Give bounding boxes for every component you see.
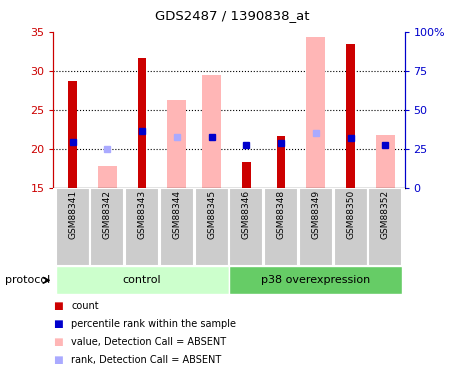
Bar bbox=[346, 44, 355, 188]
Bar bbox=[376, 135, 395, 188]
Text: ■: ■ bbox=[53, 319, 63, 328]
FancyBboxPatch shape bbox=[229, 188, 264, 266]
FancyBboxPatch shape bbox=[53, 188, 405, 266]
Text: GSM88343: GSM88343 bbox=[138, 190, 146, 239]
FancyBboxPatch shape bbox=[125, 188, 159, 266]
Text: rank, Detection Call = ABSENT: rank, Detection Call = ABSENT bbox=[71, 355, 221, 364]
Bar bbox=[202, 75, 221, 188]
Text: protocol: protocol bbox=[5, 275, 50, 285]
FancyBboxPatch shape bbox=[299, 188, 333, 266]
FancyBboxPatch shape bbox=[368, 188, 403, 266]
Text: GSM88350: GSM88350 bbox=[346, 190, 355, 239]
Bar bbox=[167, 100, 186, 188]
Bar bbox=[306, 38, 325, 188]
FancyBboxPatch shape bbox=[264, 188, 298, 266]
Bar bbox=[68, 81, 77, 188]
Text: control: control bbox=[123, 275, 161, 285]
Text: ■: ■ bbox=[53, 355, 63, 364]
FancyBboxPatch shape bbox=[160, 188, 194, 266]
FancyBboxPatch shape bbox=[334, 188, 368, 266]
Text: GDS2487 / 1390838_at: GDS2487 / 1390838_at bbox=[155, 9, 310, 22]
Text: GSM88346: GSM88346 bbox=[242, 190, 251, 239]
Text: GSM88345: GSM88345 bbox=[207, 190, 216, 239]
Bar bbox=[98, 166, 117, 188]
Text: GSM88348: GSM88348 bbox=[277, 190, 286, 239]
Text: ■: ■ bbox=[53, 301, 63, 310]
Bar bbox=[138, 58, 146, 188]
Text: GSM88352: GSM88352 bbox=[381, 190, 390, 239]
FancyBboxPatch shape bbox=[90, 188, 124, 266]
FancyBboxPatch shape bbox=[194, 188, 229, 266]
Text: percentile rank within the sample: percentile rank within the sample bbox=[71, 319, 236, 328]
FancyBboxPatch shape bbox=[229, 266, 403, 294]
Text: GSM88341: GSM88341 bbox=[68, 190, 77, 239]
Bar bbox=[242, 162, 251, 188]
Text: GSM88349: GSM88349 bbox=[312, 190, 320, 239]
Text: ■: ■ bbox=[53, 337, 63, 346]
FancyBboxPatch shape bbox=[55, 188, 90, 266]
Text: p38 overexpression: p38 overexpression bbox=[261, 275, 371, 285]
Text: GSM88342: GSM88342 bbox=[103, 190, 112, 239]
Text: value, Detection Call = ABSENT: value, Detection Call = ABSENT bbox=[71, 337, 226, 346]
Text: GSM88344: GSM88344 bbox=[173, 190, 181, 239]
FancyBboxPatch shape bbox=[55, 266, 229, 294]
Bar bbox=[277, 136, 286, 188]
Text: count: count bbox=[71, 301, 99, 310]
